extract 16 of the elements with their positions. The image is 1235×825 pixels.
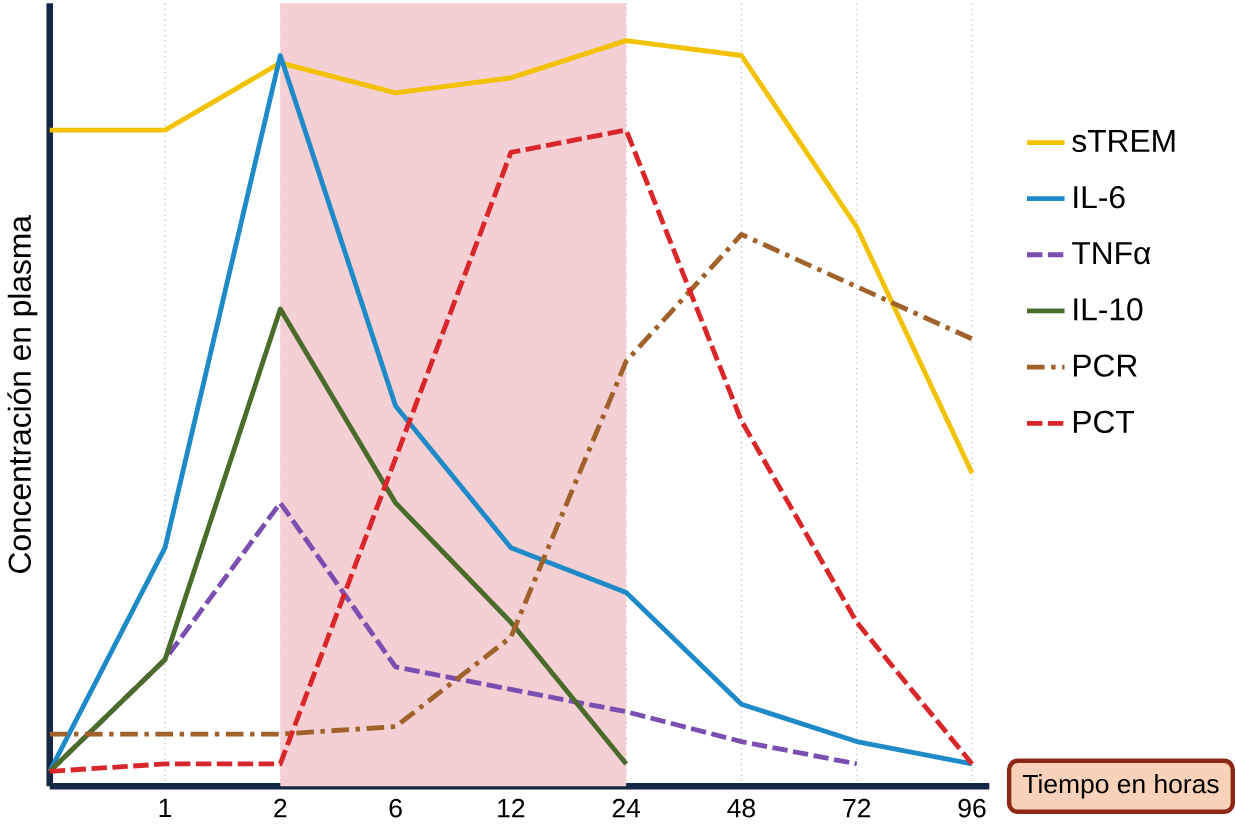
legend-label: IL-10 bbox=[1074, 298, 1143, 321]
legend-label: sTREM bbox=[1072, 130, 1175, 153]
legend-label: IL-6 bbox=[1074, 186, 1125, 209]
x-tick-label: 12 bbox=[498, 798, 525, 818]
legend-label: TNFα bbox=[1072, 242, 1151, 265]
x-axis-title: Tiempo en horas bbox=[1022, 774, 1219, 799]
x-tick-label: 2 bbox=[274, 798, 287, 818]
x-tick-label: 48 bbox=[727, 798, 755, 818]
x-tick-label: 72 bbox=[843, 798, 871, 818]
x-tick-label: 24 bbox=[612, 798, 641, 818]
x-tick-label: 6 bbox=[389, 798, 402, 818]
x-tick-label: 1 bbox=[159, 798, 172, 818]
legend-label: PCT bbox=[1073, 410, 1135, 434]
x-tick-label: 96 bbox=[958, 798, 986, 818]
y-axis-title: Concentración en plasma bbox=[7, 215, 38, 573]
legend-label: PCR bbox=[1073, 354, 1137, 377]
